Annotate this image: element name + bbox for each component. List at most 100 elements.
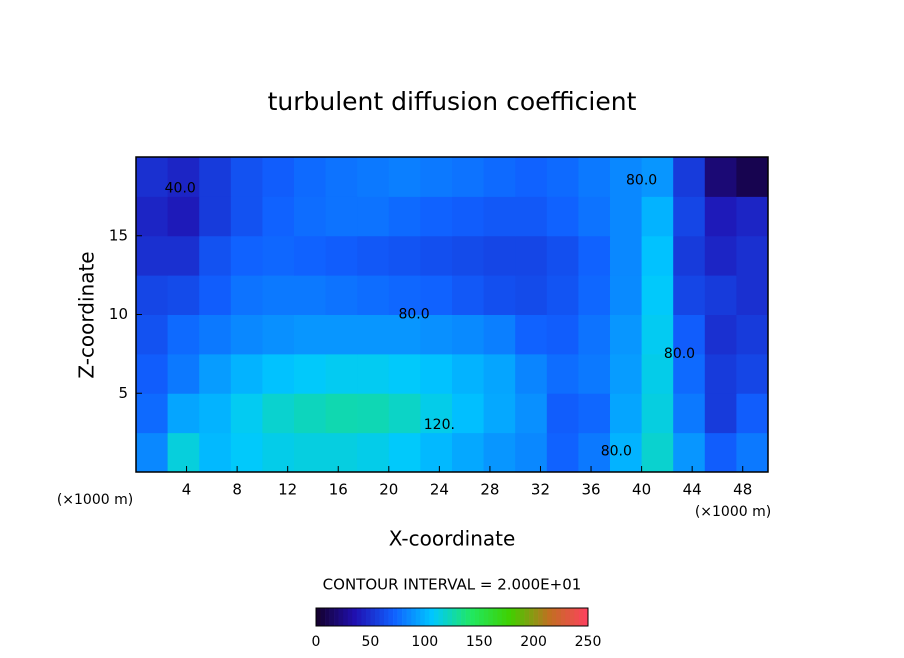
cell <box>262 353 295 394</box>
colorbar-segment <box>325 608 330 626</box>
colorbar-segment <box>520 608 525 626</box>
colorbar-segment <box>433 608 439 626</box>
cell <box>262 275 295 315</box>
contour-label: 80.0 <box>664 346 695 362</box>
cell <box>199 235 232 276</box>
colorbar-segment <box>406 608 412 626</box>
cell <box>610 157 643 197</box>
colorbar-segment <box>388 608 394 626</box>
x-tick-label: 4 <box>182 481 192 499</box>
cell <box>325 196 358 237</box>
cell <box>230 393 263 434</box>
cell <box>452 393 485 434</box>
cell <box>420 275 453 315</box>
colorbar-segment <box>533 608 539 626</box>
cell <box>610 196 643 237</box>
contour-label: 120. <box>424 417 455 433</box>
cell <box>262 432 295 473</box>
colorbar-segment <box>393 608 398 626</box>
cell <box>388 353 421 394</box>
colorbar-segment <box>510 608 516 626</box>
cell <box>452 275 485 315</box>
cell <box>230 275 263 315</box>
y-tick-label: 10 <box>109 305 128 323</box>
cell <box>420 353 453 394</box>
colorbar-segment <box>411 608 417 626</box>
colorbar-tick-label: 0 <box>312 634 321 650</box>
cell <box>357 157 390 197</box>
colorbar-tick-label: 250 <box>575 634 602 650</box>
cell <box>167 196 200 237</box>
colorbar-segment <box>343 608 349 626</box>
x-axis-label: X-coordinate <box>389 527 516 551</box>
cell <box>673 196 706 237</box>
colorbar-segment <box>560 608 566 626</box>
colorbar-segment <box>370 608 376 626</box>
cell <box>294 314 327 355</box>
cell <box>673 275 706 315</box>
cell <box>388 314 421 355</box>
cell <box>420 235 453 276</box>
cell <box>673 157 706 197</box>
cell <box>230 196 263 237</box>
cell <box>230 432 263 473</box>
cell <box>578 353 611 394</box>
colorbar-segment <box>479 608 485 626</box>
colorbar-segment <box>578 608 584 626</box>
cell <box>578 275 611 315</box>
cell <box>515 196 548 237</box>
cell <box>546 157 579 197</box>
x-tick-label: 40 <box>632 481 651 499</box>
cell <box>546 432 579 473</box>
cell <box>704 275 737 315</box>
cell <box>704 157 737 197</box>
colorbar-segment <box>374 608 380 626</box>
cell <box>578 235 611 276</box>
colorbar-segment <box>384 608 389 626</box>
x-units: (×1000 m) <box>695 504 771 520</box>
colorbar-segment <box>379 608 385 626</box>
cell <box>167 393 200 434</box>
colorbar-segment <box>506 608 512 626</box>
cell <box>388 393 421 434</box>
cell <box>199 196 232 237</box>
colorbar-tick-label: 200 <box>520 634 547 650</box>
cell <box>294 432 327 473</box>
cell <box>294 275 327 315</box>
cell <box>736 196 769 237</box>
cell <box>483 432 516 473</box>
cell <box>673 393 706 434</box>
colorbar-segment <box>429 608 435 626</box>
cell <box>515 353 548 394</box>
colorbar-segment <box>456 608 462 626</box>
colorbar-segment <box>569 608 575 626</box>
colorbar-segment <box>352 608 358 626</box>
cell <box>136 235 169 276</box>
cell <box>262 314 295 355</box>
cell <box>325 353 358 394</box>
colorbar-segment <box>565 608 571 626</box>
cell <box>704 235 737 276</box>
colorbar-segment <box>556 608 562 626</box>
cell <box>325 314 358 355</box>
cell <box>641 157 674 197</box>
cell <box>546 275 579 315</box>
annotation: CONTOUR INTERVAL = 2.000E+01 <box>323 576 582 594</box>
contour-label: 80.0 <box>601 444 632 460</box>
cell <box>167 353 200 394</box>
x-tick-label: 8 <box>232 481 242 499</box>
cell <box>325 275 358 315</box>
colorbar-segment <box>356 608 362 626</box>
colorbar-segment <box>415 608 421 626</box>
cell <box>515 393 548 434</box>
colorbar-segment <box>474 608 480 626</box>
cell <box>325 235 358 276</box>
cell <box>388 196 421 237</box>
cell <box>546 235 579 276</box>
colorbar-segment <box>452 608 457 626</box>
colorbar-segment <box>470 608 475 626</box>
cell <box>673 314 706 355</box>
cell <box>294 235 327 276</box>
cell <box>704 314 737 355</box>
